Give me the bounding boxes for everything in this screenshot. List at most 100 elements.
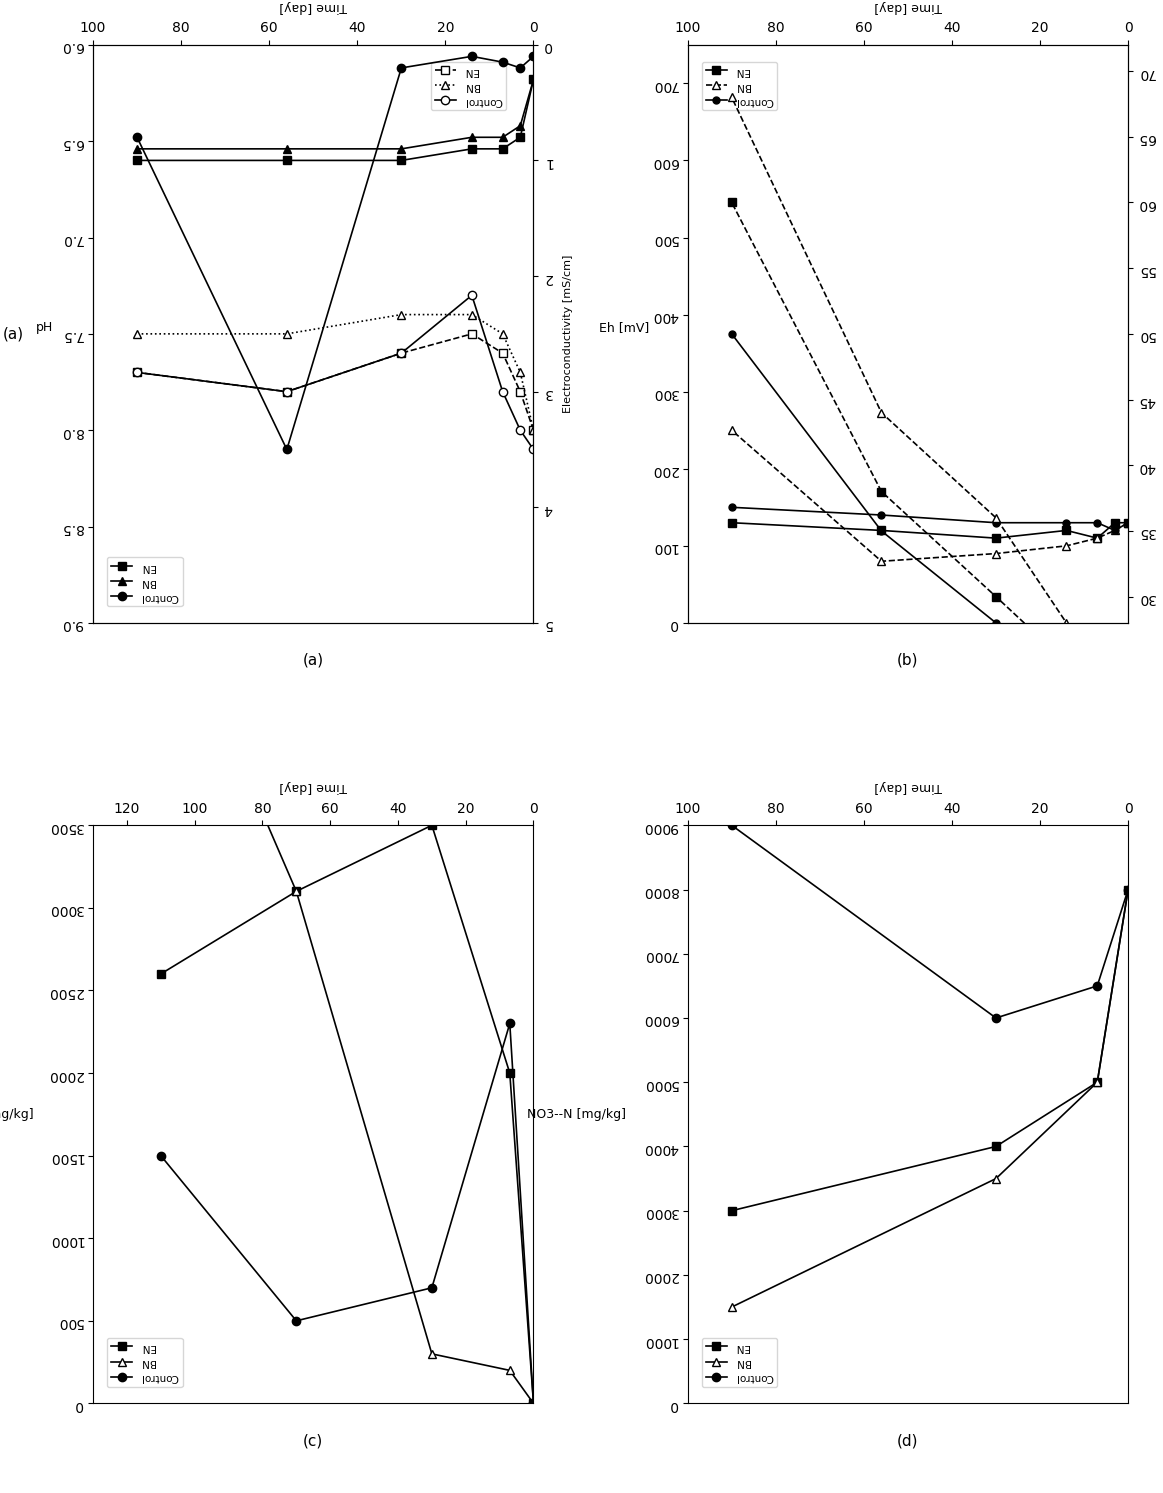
- Legend: EN, BN, Control: EN, BN, Control: [107, 1338, 183, 1387]
- BN: [502, 1362, 516, 1380]
- X-axis label: Time [day]: Time [day]: [279, 781, 347, 793]
- BN: [513, 116, 527, 134]
- Control: [875, 523, 889, 540]
- EN: [1121, 881, 1135, 899]
- Line: EN: EN: [133, 75, 537, 164]
- Legend: EN, BN, Control: EN, BN, Control: [107, 557, 183, 606]
- EN: [465, 140, 479, 158]
- BN: [725, 88, 739, 106]
- Control: [725, 817, 739, 835]
- Control: [1090, 745, 1104, 763]
- EN: [875, 482, 889, 500]
- BN: [1121, 881, 1135, 899]
- BN: [1121, 785, 1135, 803]
- Legend: EN, BN, Control: EN, BN, Control: [701, 1338, 777, 1387]
- EN: [725, 514, 739, 532]
- Line: BN: BN: [728, 885, 1133, 1311]
- Control: [1121, 785, 1135, 803]
- Control: [725, 325, 739, 343]
- BN: [495, 325, 509, 343]
- Control: [502, 1015, 516, 1033]
- Text: (c): (c): [304, 1433, 323, 1448]
- Control: [527, 48, 541, 66]
- BN: [424, 1345, 438, 1363]
- EN: [495, 345, 509, 363]
- Control: [1108, 521, 1122, 539]
- Control: [527, 1394, 541, 1412]
- Line: EN: EN: [728, 518, 1133, 542]
- Text: (a): (a): [3, 327, 24, 342]
- Control: [154, 1147, 167, 1165]
- BN: [875, 552, 889, 570]
- EN: [527, 1394, 541, 1412]
- EN: [130, 151, 144, 169]
- Line: BN: BN: [157, 573, 537, 1408]
- Control: [989, 514, 1003, 532]
- Line: EN: EN: [157, 821, 537, 1408]
- Control: [394, 58, 408, 76]
- BN: [989, 545, 1003, 563]
- BN: [989, 1169, 1003, 1187]
- Control: [394, 345, 408, 363]
- Control: [424, 1280, 438, 1297]
- EN: [513, 128, 527, 146]
- EN: [394, 345, 408, 363]
- BN: [1108, 785, 1122, 803]
- EN: [1059, 521, 1073, 539]
- EN: [1059, 654, 1073, 672]
- Line: BN: BN: [728, 93, 1133, 797]
- EN: [290, 882, 304, 900]
- Control: [280, 440, 294, 458]
- BN: [465, 306, 479, 324]
- BN: [394, 306, 408, 324]
- BN: [725, 1297, 739, 1315]
- BN: [989, 509, 1003, 527]
- EN: [154, 964, 167, 982]
- BN: [130, 140, 144, 158]
- BN: [725, 421, 739, 439]
- Control: [1108, 772, 1122, 790]
- BN: [1108, 521, 1122, 539]
- EN: [424, 817, 438, 835]
- EN: [989, 588, 1003, 606]
- EN: [502, 1065, 516, 1082]
- Line: Control: Control: [157, 1020, 537, 1408]
- Line: Control: Control: [133, 52, 537, 454]
- Control: [1090, 514, 1104, 532]
- EN: [280, 151, 294, 169]
- Control: [130, 363, 144, 381]
- Line: EN: EN: [728, 199, 1133, 797]
- Control: [527, 440, 541, 458]
- Y-axis label: Eh [mV]: Eh [mV]: [599, 321, 649, 334]
- X-axis label: Time [day]: Time [day]: [875, 781, 942, 793]
- BN: [130, 325, 144, 343]
- Control: [989, 1009, 1003, 1027]
- Y-axis label: pH: pH: [36, 321, 53, 334]
- Text: (a): (a): [302, 652, 323, 667]
- Line: BN: BN: [728, 426, 1133, 566]
- Control: [513, 421, 527, 439]
- EN: [1090, 529, 1104, 546]
- EN: [527, 421, 541, 439]
- Legend: EN, BN, Control: EN, BN, Control: [430, 61, 506, 110]
- EN: [1108, 514, 1122, 532]
- Control: [465, 48, 479, 66]
- BN: [875, 403, 889, 421]
- Y-axis label: NO3--N [mg/kg]: NO3--N [mg/kg]: [527, 1108, 626, 1121]
- Control: [130, 128, 144, 146]
- Text: (d): (d): [897, 1433, 919, 1448]
- BN: [513, 363, 527, 381]
- BN: [527, 421, 541, 439]
- EN: [513, 382, 527, 400]
- EN: [1108, 745, 1122, 763]
- Control: [1121, 514, 1135, 532]
- EN: [1121, 514, 1135, 532]
- Control: [989, 614, 1003, 632]
- EN: [130, 363, 144, 381]
- Control: [495, 382, 509, 400]
- Control: [725, 499, 739, 517]
- BN: [154, 569, 167, 587]
- EN: [465, 325, 479, 343]
- EN: [875, 521, 889, 539]
- Control: [495, 54, 509, 72]
